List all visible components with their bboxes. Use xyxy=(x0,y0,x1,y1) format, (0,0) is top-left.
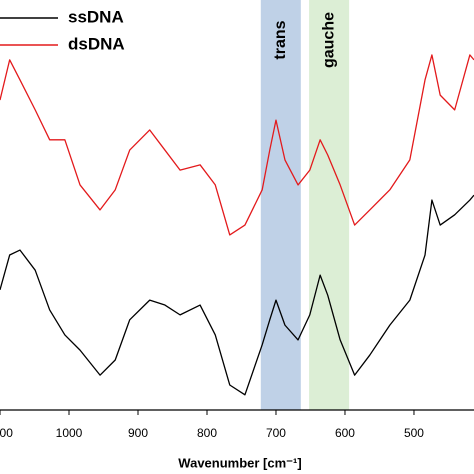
band-label: gauche xyxy=(320,12,337,68)
x-tick-label: 900 xyxy=(128,426,148,440)
x-tick-label: 600 xyxy=(335,426,355,440)
x-axis-title: Wavenumber [cm⁻¹] xyxy=(178,455,301,470)
series-line xyxy=(0,54,474,236)
band xyxy=(309,0,350,410)
x-tick-label: 500 xyxy=(404,426,424,440)
legend-label: dsDNA xyxy=(68,34,125,53)
legend-label: ssDNA xyxy=(68,7,124,26)
x-tick-label: 800 xyxy=(197,426,217,440)
x-tick-label: 1000 xyxy=(56,426,83,440)
x-tick-label: 700 xyxy=(266,426,286,440)
band xyxy=(260,0,301,410)
series-line xyxy=(0,194,474,396)
x-tick-label: 1100 xyxy=(0,426,13,440)
band-label: trans xyxy=(272,20,289,59)
